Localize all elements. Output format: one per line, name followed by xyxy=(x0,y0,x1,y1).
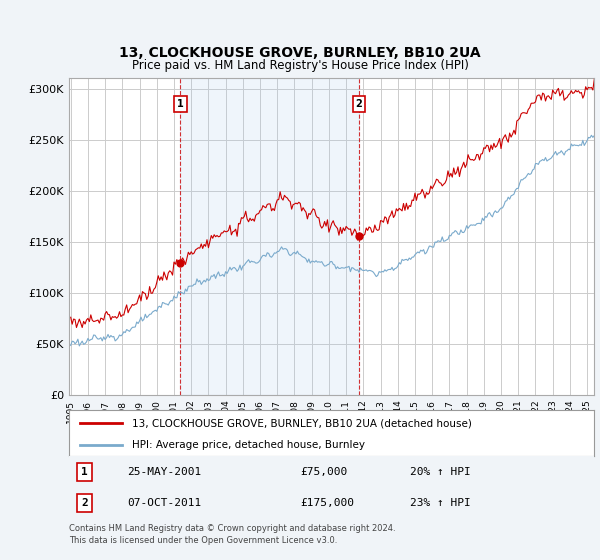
Text: £175,000: £175,000 xyxy=(300,498,354,508)
Text: Contains HM Land Registry data © Crown copyright and database right 2024.
This d: Contains HM Land Registry data © Crown c… xyxy=(69,524,395,545)
Text: 20% ↑ HPI: 20% ↑ HPI xyxy=(410,468,471,477)
Text: 1: 1 xyxy=(177,99,184,109)
Text: 13, CLOCKHOUSE GROVE, BURNLEY, BB10 2UA: 13, CLOCKHOUSE GROVE, BURNLEY, BB10 2UA xyxy=(119,46,481,60)
Text: 25-MAY-2001: 25-MAY-2001 xyxy=(127,468,201,477)
Text: 2: 2 xyxy=(82,498,88,508)
Text: 23% ↑ HPI: 23% ↑ HPI xyxy=(410,498,471,508)
Text: Price paid vs. HM Land Registry's House Price Index (HPI): Price paid vs. HM Land Registry's House … xyxy=(131,59,469,72)
Text: 07-OCT-2011: 07-OCT-2011 xyxy=(127,498,201,508)
Text: £75,000: £75,000 xyxy=(300,468,347,477)
Text: HPI: Average price, detached house, Burnley: HPI: Average price, detached house, Burn… xyxy=(132,440,365,450)
Text: 2: 2 xyxy=(356,99,362,109)
Bar xyxy=(181,78,359,395)
Text: 13, CLOCKHOUSE GROVE, BURNLEY, BB10 2UA (detached house): 13, CLOCKHOUSE GROVE, BURNLEY, BB10 2UA … xyxy=(132,418,472,428)
Text: 1: 1 xyxy=(82,468,88,477)
